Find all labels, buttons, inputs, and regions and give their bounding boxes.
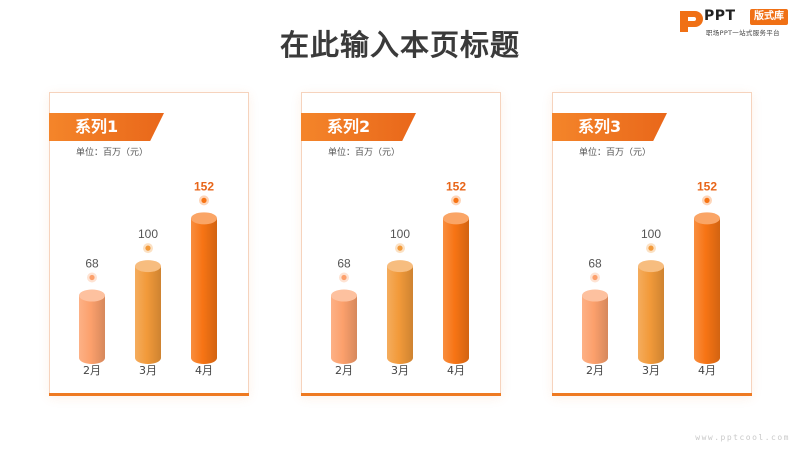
series-ribbon: 系列2 [301, 113, 416, 141]
category-label: 4月 [447, 364, 465, 377]
bar-top [638, 260, 664, 273]
watermark: www.pptcool.com [695, 433, 790, 442]
chart-panel-1: 系列1 单位：百万（元） 68 2月 100 3月 152 4月 [49, 92, 249, 396]
series-ribbon: 系列1 [49, 113, 164, 141]
series-ribbon: 系列3 [552, 113, 667, 141]
category-label: 2月 [83, 364, 101, 377]
bar-body [135, 266, 161, 364]
page-title: 在此输入本页标题 [279, 28, 520, 62]
data-label: 100 [390, 227, 410, 241]
bar-top [387, 260, 413, 273]
logo-mark-icon [680, 11, 703, 32]
value-dot [453, 197, 459, 203]
panel-bottom-line [49, 393, 249, 396]
category-label: 2月 [586, 364, 604, 377]
cylinder-bar [443, 212, 469, 364]
value-dot [145, 245, 151, 251]
category-label: 3月 [139, 364, 157, 377]
value-dot [341, 274, 347, 281]
bar-top [135, 260, 161, 273]
series-title: 系列1 [75, 117, 119, 136]
data-label: 152 [697, 179, 717, 193]
bar-chart: 68 2月 100 3月 152 4月 [79, 179, 217, 377]
logo-tagline: 职场PPT一站式服务平台 [706, 29, 780, 37]
bar-body [191, 218, 217, 364]
bar-chart: 68 2月 100 3月 152 4月 [331, 179, 469, 377]
value-dot [397, 245, 403, 251]
value-dot [201, 197, 207, 203]
cylinder-bar [191, 212, 217, 364]
bar-chart: 68 2月 100 3月 152 4月 [582, 179, 720, 377]
bar-top [79, 289, 105, 302]
cylinder-bar [638, 260, 664, 364]
bar-body [331, 295, 357, 364]
unit-label: 单位：百万（元） [328, 148, 401, 158]
cylinder-bar [331, 289, 357, 364]
value-dot [592, 274, 598, 281]
bar-top [582, 289, 608, 302]
value-dot [89, 274, 95, 281]
data-label: 68 [85, 257, 99, 271]
bar-top [331, 289, 357, 302]
bar-top [443, 212, 469, 225]
bar-body [387, 266, 413, 364]
panel-bottom-line [301, 393, 501, 396]
panel-bottom-line [552, 393, 752, 396]
cylinder-bar [387, 260, 413, 364]
data-label: 68 [337, 257, 351, 271]
cylinder-bar [135, 260, 161, 364]
value-dot [704, 197, 710, 203]
category-label: 3月 [391, 364, 409, 377]
chart-panel-3: 系列3 单位：百万（元） 68 2月 100 3月 152 4月 [552, 92, 752, 396]
data-label: 100 [641, 227, 661, 241]
category-label: 4月 [698, 364, 716, 377]
cylinder-bar [582, 289, 608, 364]
cylinder-bar [694, 212, 720, 364]
value-dot [648, 245, 654, 251]
unit-label: 单位：百万（元） [579, 148, 652, 158]
bar-body [582, 295, 608, 364]
data-label: 100 [138, 227, 158, 241]
series-title: 系列2 [327, 117, 371, 136]
brand-logo: PPT 版式库 职场PPT一站式服务平台 [678, 8, 796, 38]
cylinder-bar [79, 289, 105, 364]
bar-top [191, 212, 217, 225]
data-label: 68 [588, 257, 602, 271]
data-label: 152 [194, 179, 214, 193]
category-label: 3月 [642, 364, 660, 377]
series-title: 系列3 [578, 117, 622, 136]
bar-top [694, 212, 720, 225]
bar-body [79, 295, 105, 364]
logo-badge: 版式库 [750, 9, 788, 25]
logo-brand-text: PPT [704, 8, 736, 24]
bar-body [443, 218, 469, 364]
bar-body [694, 218, 720, 364]
data-label: 152 [446, 179, 466, 193]
category-label: 2月 [335, 364, 353, 377]
bar-body [638, 266, 664, 364]
category-label: 4月 [195, 364, 213, 377]
unit-label: 单位：百万（元） [76, 148, 149, 158]
chart-panel-2: 系列2 单位：百万（元） 68 2月 100 3月 152 4月 [301, 92, 501, 396]
